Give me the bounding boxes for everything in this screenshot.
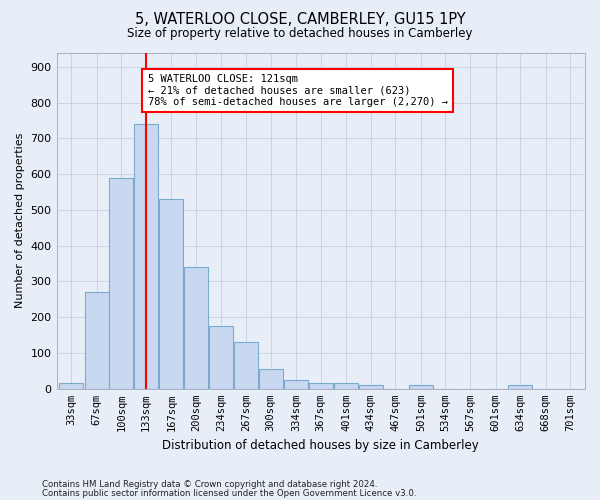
Bar (508, 385, 532, 389)
Bar (259, 369, 283, 389)
Text: 5, WATERLOO CLOSE, CAMBERLEY, GU15 1PY: 5, WATERLOO CLOSE, CAMBERLEY, GU15 1PY (134, 12, 466, 28)
Bar (134, 124, 158, 389)
Bar (359, 385, 383, 389)
Text: 5 WATERLOO CLOSE: 121sqm
← 21% of detached houses are smaller (623)
78% of semi-: 5 WATERLOO CLOSE: 121sqm ← 21% of detach… (148, 74, 448, 107)
Text: Size of property relative to detached houses in Camberley: Size of property relative to detached ho… (127, 28, 473, 40)
Bar (109, 178, 133, 389)
Bar (409, 385, 433, 389)
Bar (284, 380, 308, 389)
Bar (234, 342, 258, 389)
X-axis label: Distribution of detached houses by size in Camberley: Distribution of detached houses by size … (163, 440, 479, 452)
Bar (309, 384, 333, 389)
Text: Contains HM Land Registry data © Crown copyright and database right 2024.: Contains HM Land Registry data © Crown c… (42, 480, 377, 489)
Bar (209, 326, 233, 389)
Y-axis label: Number of detached properties: Number of detached properties (15, 133, 25, 308)
Bar (85, 292, 109, 389)
Bar (184, 267, 208, 389)
Bar (334, 384, 358, 389)
Bar (160, 199, 184, 389)
Text: Contains public sector information licensed under the Open Government Licence v3: Contains public sector information licen… (42, 488, 416, 498)
Bar (59, 384, 83, 389)
